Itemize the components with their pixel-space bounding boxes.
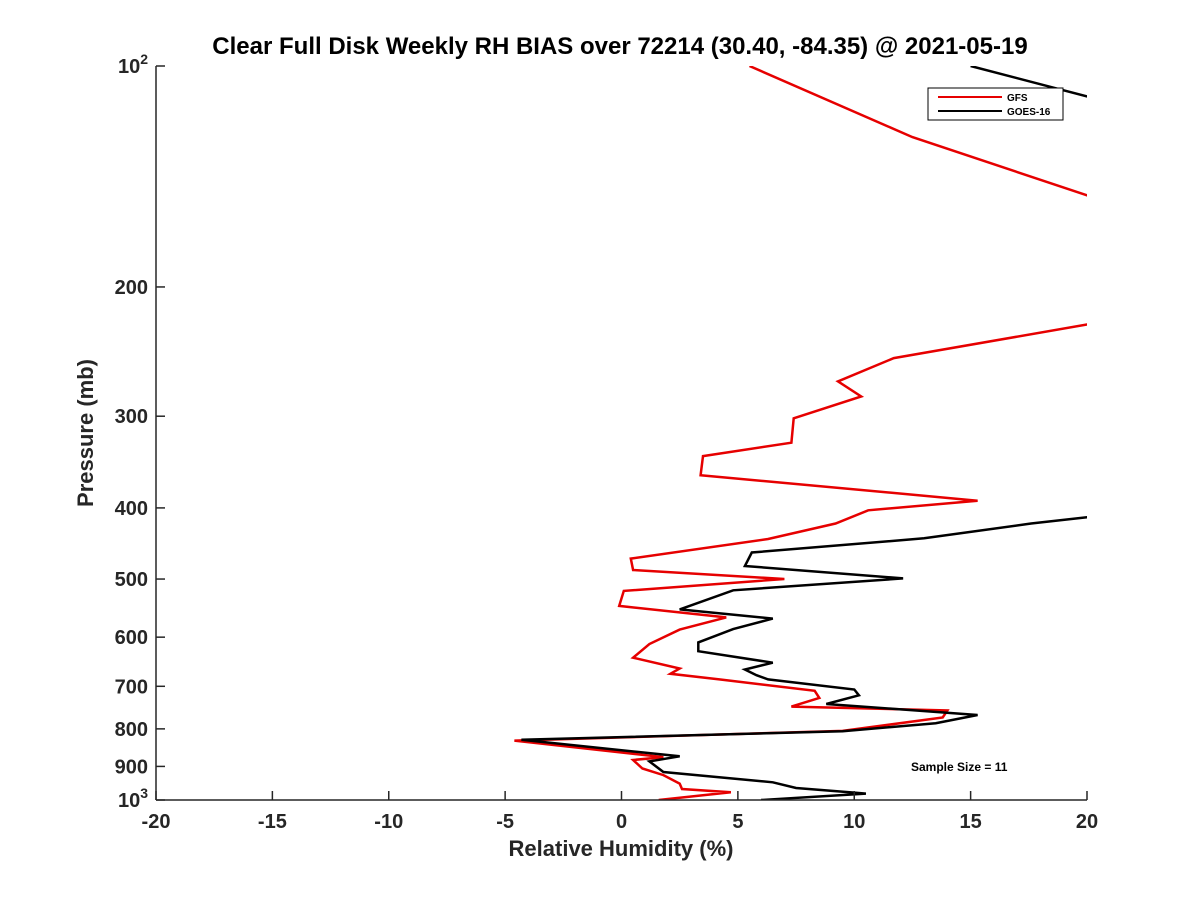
x-tick-label: 15 [960, 811, 982, 833]
series-layer [514, 66, 1087, 800]
legend-label-gfs: GFS [1007, 93, 1028, 104]
x-tick-label: -15 [258, 811, 287, 833]
y-tick-label: 300 [115, 406, 148, 428]
y-tick-label: 102 [118, 51, 148, 78]
x-axis-label: Relative Humidity (%) [509, 836, 734, 861]
y-tick-label: 600 [115, 627, 148, 649]
series-line-goes16 [521, 66, 1087, 800]
x-tick-label: -5 [496, 811, 514, 833]
x-tick-label: 10 [843, 811, 865, 833]
y-tick-label: 400 [115, 498, 148, 520]
y-axis-label: Pressure (mb) [73, 359, 98, 507]
y-tick-label: 103 [118, 785, 148, 812]
y-tick-label: 200 [115, 277, 148, 299]
sample-size-annotation: Sample Size = 11 [911, 760, 1008, 774]
y-tick-label: 900 [115, 756, 148, 778]
chart-title: Clear Full Disk Weekly RH BIAS over 7221… [212, 33, 1027, 60]
y-tick-label: 800 [115, 719, 148, 741]
series-line-gfs [514, 66, 1087, 800]
legend-label-goes16: GOES-16 [1007, 107, 1051, 118]
x-tick-label: 20 [1076, 811, 1098, 833]
x-tick-label: -20 [142, 811, 171, 833]
x-tick-label: 0 [616, 811, 627, 833]
y-ticks: 102 200 300 400 500 600 700 800 900 103 [115, 51, 165, 812]
legend-box [927, 87, 1064, 121]
y-tick-label: 500 [115, 569, 148, 591]
x-ticks: -20 -15 -10 -5 0 5 10 15 20 [142, 791, 1098, 833]
legend: GFS GOES-16 [927, 87, 1064, 121]
x-tick-label: 5 [732, 811, 743, 833]
y-tick-label: 700 [115, 676, 148, 698]
x-tick-label: -10 [374, 811, 403, 833]
